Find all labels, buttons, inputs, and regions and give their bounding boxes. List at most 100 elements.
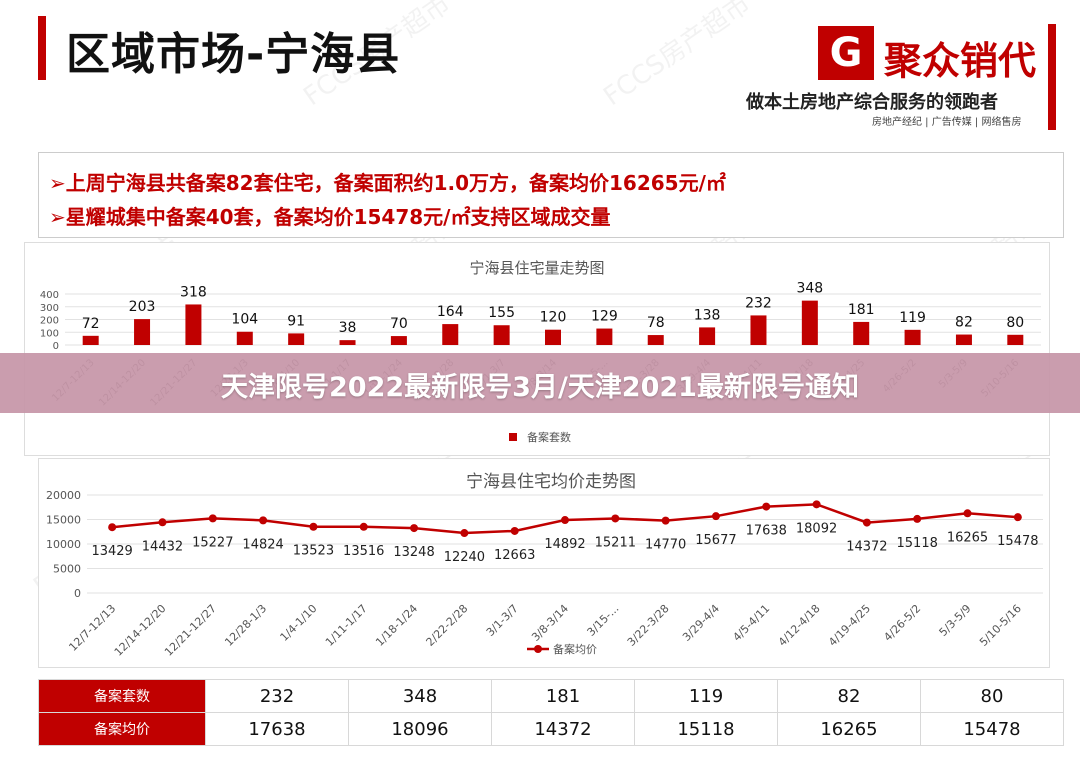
y-tick-label: 10000 [46, 538, 81, 551]
x-tick-label: 3/29-4/4 [680, 602, 722, 644]
data-label: 232 [745, 295, 772, 311]
table-row: 备案套数 232 348 181 119 82 80 [38, 679, 1064, 713]
line-point [963, 509, 972, 518]
line-point [309, 522, 318, 531]
table-cell: 18096 [348, 712, 492, 746]
table-cell: 348 [348, 679, 492, 713]
data-label: 15478 [997, 534, 1038, 549]
highlight-box: ➢上周宁海县共备案82套住宅，备案面积约1.0万方，备案均价16265元/㎡ ➢… [38, 152, 1064, 238]
data-label: 91 [287, 313, 305, 329]
data-label: 13516 [343, 544, 384, 559]
data-label: 15211 [595, 535, 636, 550]
bar [750, 315, 767, 345]
table-cell: 119 [634, 679, 778, 713]
bar [647, 335, 664, 345]
x-tick-label: 1/11-1/17 [323, 602, 370, 649]
x-tick-label: 12/7-12/13 [66, 602, 118, 654]
table-cell: 181 [491, 679, 635, 713]
x-tick-label: 5/3-5/9 [937, 602, 974, 639]
data-label: 14372 [846, 540, 887, 555]
x-tick-label: 3/1-3/7 [484, 602, 521, 639]
data-label: 203 [129, 299, 156, 315]
brand-logo: G 聚众销代 [818, 26, 1036, 83]
data-label: 13429 [91, 544, 132, 559]
x-tick-label: 4/5-4/11 [730, 602, 772, 644]
line-point [611, 514, 620, 523]
volume-bar-chart-svg: 宁海县住宅量走势图400300200100012/7-12/1312/14-12… [40, 259, 1041, 444]
bar [134, 319, 151, 345]
data-label: 72 [82, 316, 100, 332]
highlight-line: ➢星耀城集中备案40套，备案均价15478元/㎡支持区域成交量 [49, 205, 611, 229]
data-label: 14892 [544, 537, 585, 552]
data-label: 138 [694, 307, 721, 323]
x-tick-label: 4/19-4/25 [826, 602, 873, 649]
line-point [158, 518, 167, 527]
line-point [711, 512, 720, 521]
banner-title: 天津限号2022最新限号3月/天津2021最新限号通知 [221, 372, 859, 403]
legend-swatch-marker [534, 645, 542, 653]
legend-label: 备案均价 [553, 642, 597, 656]
data-label: 318 [180, 284, 207, 300]
price-line-chart-svg: 宁海县住宅均价走势图 20000 15000 10000 5000 0 12/7-12/13… [46, 472, 1043, 659]
logo-name: 聚众销代 [884, 39, 1037, 83]
y-tick-label: 300 [40, 303, 59, 314]
data-label: 14824 [242, 537, 283, 552]
chart-title: 宁海县住宅量走势图 [469, 259, 604, 277]
bar [236, 331, 253, 345]
data-label: 104 [231, 312, 258, 328]
row-header: 备案均价 [38, 712, 206, 746]
data-label: 120 [540, 310, 567, 326]
data-label: 15227 [192, 535, 233, 550]
table-cell: 14372 [491, 712, 635, 746]
y-tick-label: 200 [40, 316, 59, 327]
y-tick-label: 5000 [53, 563, 81, 576]
x-tick-label: 12/28-1/3 [222, 602, 269, 649]
table-cell: 15118 [634, 712, 778, 746]
bar [699, 327, 716, 345]
data-label: 15677 [695, 533, 736, 548]
line-point [259, 516, 268, 525]
data-label: 15118 [897, 536, 938, 551]
y-tick-label: 20000 [46, 489, 81, 502]
data-label: 164 [437, 304, 464, 320]
chart-title: 宁海县住宅均价走势图 [466, 472, 636, 492]
data-label: 18092 [796, 521, 837, 536]
table-cell: 17638 [205, 712, 349, 746]
data-label: 16265 [947, 530, 988, 545]
row-header: 备案套数 [38, 679, 206, 713]
x-tick-label: 12/21-12/27 [162, 602, 219, 659]
bar [185, 304, 202, 345]
logo-slogan: 做本土房地产综合服务的领跑者 [746, 92, 998, 113]
bar [904, 329, 921, 345]
logo-mark-icon: G [818, 26, 874, 80]
line-point [812, 500, 821, 509]
page-title: 区域市场-宁海县 [66, 29, 401, 80]
line-point [862, 518, 871, 527]
title-accent-bar [38, 16, 46, 80]
table-cell: 232 [205, 679, 349, 713]
line-point [913, 514, 922, 523]
x-tick-label: 2/22-2/28 [424, 602, 471, 649]
line-point [108, 523, 117, 532]
data-label: 12663 [494, 548, 535, 563]
y-tick-label: 400 [40, 290, 59, 301]
data-label: 14432 [142, 539, 183, 554]
bar [1007, 334, 1024, 345]
watermark-text: FCCS房产超市 [598, 0, 757, 113]
data-label: 38 [339, 320, 357, 336]
line-point [561, 516, 569, 525]
data-label: 13248 [393, 545, 434, 560]
line-point [410, 524, 419, 533]
bar [288, 333, 305, 345]
legend-swatch [509, 433, 517, 441]
article-title-banner[interactable]: 天津限号2022最新限号3月/天津2021最新限号通知 [0, 353, 1080, 413]
right-accent-bar [1048, 24, 1056, 130]
table-row: 备案均价 17638 18096 14372 15118 16265 15478 [38, 712, 1064, 746]
x-tick-label: 1/18-1/24 [373, 602, 420, 649]
data-label: 13523 [293, 544, 334, 559]
data-label: 12240 [444, 550, 485, 565]
bar [82, 335, 99, 345]
logo-subline: 房地产经纪 | 广告传媒 | 网络售房 [872, 117, 1022, 128]
table-cell: 16265 [777, 712, 921, 746]
bar [955, 334, 972, 345]
